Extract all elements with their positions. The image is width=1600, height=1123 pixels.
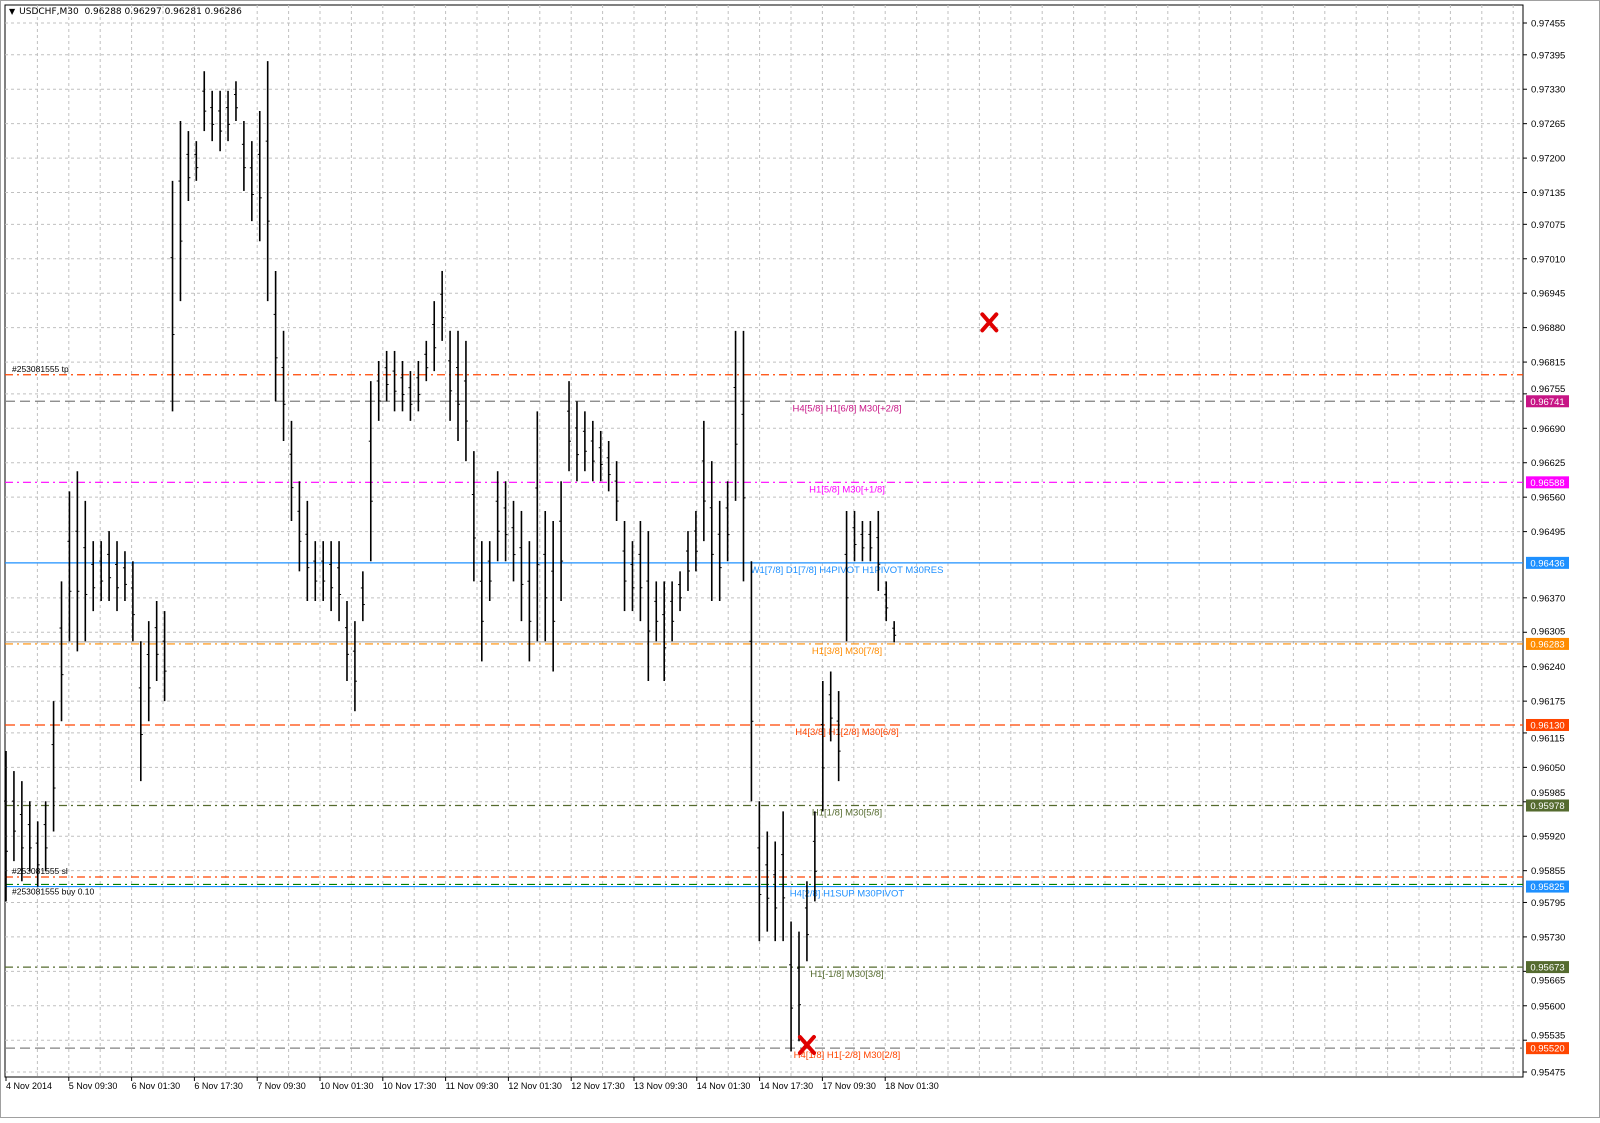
ohlc-values: 0.96288 0.96297 0.96281 0.96286	[84, 7, 242, 17]
level-label: H1[5/8] M30[+1/8]	[809, 484, 885, 495]
x-tick-label: 7 Nov 09:30	[257, 1081, 306, 1091]
level-lines: #253081555 tp #253081555 sl #253081555 buy…	[5, 364, 1523, 1061]
price-label-box	[1526, 961, 1569, 974]
level-label: H4[5/8] H1[6/8] M30[+2/8]	[792, 403, 901, 414]
y-tick-label: 0.96625	[1531, 458, 1565, 469]
x-tick-label: 17 Nov 09:30	[822, 1081, 876, 1091]
x-tick-label: 18 Nov 01:30	[885, 1081, 939, 1091]
y-tick-label: 0.95600	[1531, 1001, 1565, 1012]
y-tick-label: 0.97075	[1531, 220, 1565, 231]
x-tick-label: 12 Nov 01:30	[508, 1081, 562, 1091]
x-tick-label: 14 Nov 17:30	[760, 1081, 814, 1091]
y-tick-label: 0.95665	[1531, 976, 1565, 987]
red-x-icon[interactable]	[980, 312, 999, 333]
y-tick-label: 0.96305	[1531, 626, 1565, 637]
trade-line-label: #253081555 sl	[12, 866, 68, 876]
markers	[797, 312, 999, 1055]
price-label: 0.96588	[1530, 478, 1564, 489]
y-tick-label: 0.96690	[1531, 424, 1565, 435]
y-tick-label: 0.96175	[1531, 697, 1565, 708]
price-label-box	[1526, 880, 1569, 893]
price-label-box	[1526, 395, 1569, 408]
y-tick-label: 0.96815	[1531, 358, 1565, 369]
y-tick-label: 0.97010	[1531, 254, 1565, 265]
y-tick-label: 0.96560	[1531, 493, 1565, 504]
price-label: 0.96436	[1530, 558, 1564, 569]
y-tick-label: 0.96945	[1531, 289, 1565, 300]
price-label-box	[1526, 718, 1569, 731]
y-tick-label: 0.95855	[1531, 866, 1565, 877]
price-label: 0.95673	[1530, 963, 1564, 974]
y-tick-label: 0.96050	[1531, 763, 1565, 774]
y-tick-label: 0.97395	[1531, 50, 1565, 61]
y-tick-label: 0.97330	[1531, 85, 1565, 96]
y-tick-label: 0.95730	[1531, 932, 1565, 943]
price-label: 0.95825	[1530, 882, 1564, 893]
level-label: H4[3/8] H1[2/8] M30[6/8]	[795, 727, 899, 738]
level-label: H1[3/8] M30[7/8]	[812, 646, 882, 657]
y-tick-label: 0.95475	[1531, 1068, 1565, 1079]
y-tick-label: 0.96755	[1531, 384, 1565, 395]
x-tick-label: 14 Nov 01:30	[697, 1081, 751, 1091]
x-tick-label: 4 Nov 2014	[6, 1081, 52, 1091]
grid	[4, 4, 1524, 1078]
level-label: H1[1/8] M30[5/8]	[812, 808, 882, 819]
y-tick-label: 0.97200	[1531, 154, 1565, 165]
y-tick-label: 0.97135	[1531, 188, 1565, 199]
trade-line-label: #253081555 buy 0.10	[12, 886, 95, 896]
price-bars	[4, 61, 897, 1052]
y-tick-label: 0.96240	[1531, 662, 1565, 673]
symbol-label: USDCHF,M30	[19, 7, 79, 17]
x-tick-label: 11 Nov 09:30	[446, 1081, 499, 1091]
red-x-icon[interactable]	[797, 1034, 816, 1055]
y-tick-label: 0.96495	[1531, 527, 1565, 538]
trade-line-label: #253081555 tp	[12, 364, 69, 374]
price-label: 0.95978	[1530, 801, 1564, 812]
time-axis: 4 Nov 2014 5 Nov 09:30 6 Nov 01:30 6 Nov 17…	[5, 1077, 939, 1091]
x-tick-label: 10 Nov 01:30	[320, 1081, 374, 1091]
triangle-down-icon[interactable]: ▼	[9, 7, 16, 16]
x-tick-label: 6 Nov 17:30	[194, 1081, 243, 1091]
x-tick-label: 12 Nov 17:30	[571, 1081, 625, 1091]
y-tick-label: 0.95985	[1531, 788, 1565, 799]
x-tick-label: 10 Nov 17:30	[383, 1081, 437, 1091]
price-label-box	[1526, 476, 1569, 489]
y-tick-label: 0.96115	[1531, 733, 1565, 744]
x-tick-label: 13 Nov 09:30	[634, 1081, 688, 1091]
y-tick-label: 0.97455	[1531, 19, 1565, 30]
price-label: 0.95520	[1530, 1044, 1564, 1055]
level-label: H1[-1/8] M30[3/8]	[810, 969, 883, 980]
y-tick-label: 0.96880	[1531, 323, 1565, 334]
price-label: 0.96741	[1530, 397, 1564, 408]
x-tick-label: 6 Nov 01:30	[132, 1081, 181, 1091]
price-label: 0.96130	[1530, 720, 1564, 731]
price-label: 0.96283	[1530, 639, 1564, 650]
x-tick-label: 5 Nov 09:30	[69, 1081, 118, 1091]
price-label-box	[1526, 1042, 1569, 1055]
level-label: H4[1/8] H1[-2/8] M30[2/8]	[794, 1050, 901, 1061]
y-tick-label: 0.96370	[1531, 593, 1565, 604]
level-label: H4[2/8] H1SUP M30PIVOT	[790, 889, 905, 900]
chart-title: ▼ USDCHF,M30 0.96288 0.96297 0.96281 0.96…	[9, 7, 242, 17]
y-tick-label: 0.95920	[1531, 832, 1565, 843]
y-tick-label: 0.95795	[1531, 898, 1565, 909]
price-axis: 0.97455 0.97395 0.97330 0.97265 0.97200 0.971…	[1523, 19, 1569, 1079]
price-label-box	[1526, 556, 1569, 569]
price-label-box	[1526, 637, 1569, 650]
price-label-box	[1526, 799, 1569, 812]
y-tick-label: 0.97265	[1531, 119, 1565, 130]
y-tick-label: 0.95535	[1531, 1031, 1565, 1042]
plot-area	[4, 4, 1524, 1078]
